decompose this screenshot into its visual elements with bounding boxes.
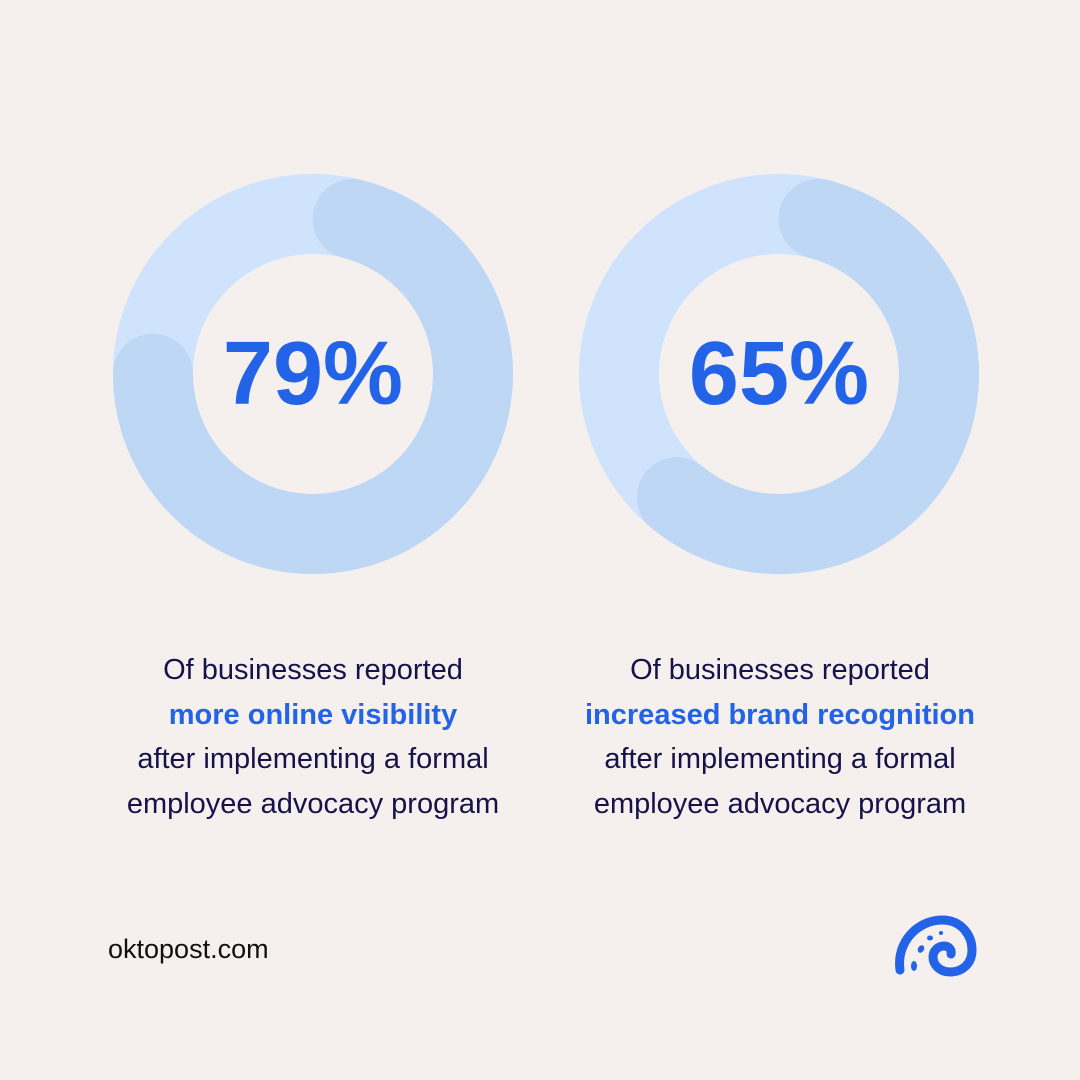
caption-line: Of businesses reported xyxy=(630,654,930,686)
website-link[interactable]: oktopost.com xyxy=(108,934,269,964)
caption-brand-recognition: Of businesses reported increased brand r… xyxy=(550,648,1010,826)
caption-highlight: increased brand recognition xyxy=(585,698,975,731)
donut-progress-arc xyxy=(636,178,979,574)
caption-line: after implementing a formal xyxy=(604,743,956,775)
donut-chart-visibility xyxy=(113,174,513,574)
oktopost-logo-icon xyxy=(895,915,977,977)
caption-visibility: Of businesses reported more online visib… xyxy=(83,648,543,826)
donut-chart-brand-recognition xyxy=(579,174,979,574)
caption-line: after implementing a formal xyxy=(137,743,489,775)
caption-line: Of businesses reported xyxy=(163,654,463,686)
percent-label-visibility: 79% xyxy=(222,324,404,424)
caption-line: employee advocacy program xyxy=(593,787,967,820)
caption-highlight: more online visibility xyxy=(168,698,458,731)
donut-progress-arc xyxy=(113,178,513,574)
percent-label-brand-recognition: 65% xyxy=(688,324,870,424)
caption-line: employee advocacy program xyxy=(126,787,500,820)
